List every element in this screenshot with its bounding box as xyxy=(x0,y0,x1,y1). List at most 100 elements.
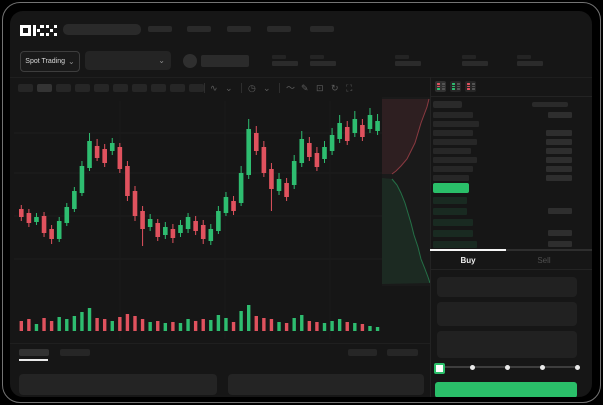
timeframe-button[interactable] xyxy=(18,84,33,92)
orderbook-col-header-amount xyxy=(532,102,568,107)
timeframe-button[interactable] xyxy=(170,84,185,92)
slider-dot[interactable] xyxy=(470,364,476,370)
search-input[interactable] xyxy=(63,24,141,35)
bid-price-placeholder xyxy=(433,241,477,248)
bid-row[interactable] xyxy=(430,241,592,249)
bottom-tab[interactable] xyxy=(60,349,90,356)
nav-item[interactable] xyxy=(227,26,251,32)
ask-row[interactable] xyxy=(430,121,592,128)
order-input[interactable] xyxy=(437,302,577,326)
orderbook-layout-both-icon[interactable] xyxy=(435,81,446,92)
bid-row[interactable] xyxy=(430,197,592,205)
ask-price-placeholder xyxy=(433,175,469,181)
buy-submit-button[interactable] xyxy=(435,382,577,397)
line-tool-icon[interactable]: 〜 xyxy=(286,83,296,93)
bid-row[interactable] xyxy=(430,219,592,227)
order-input[interactable] xyxy=(437,331,577,358)
stat-label-placeholder xyxy=(272,55,286,59)
ask-row[interactable] xyxy=(430,130,592,137)
order-input[interactable] xyxy=(437,277,577,297)
ask-row[interactable] xyxy=(430,175,592,182)
tab-sell-label: Sell xyxy=(537,255,551,265)
chevron-down-icon[interactable]: ⌄ xyxy=(263,83,271,93)
bottom-action[interactable] xyxy=(348,349,377,356)
bottom-tab-underline xyxy=(19,359,48,361)
divider xyxy=(430,77,431,397)
ask-amount-placeholder xyxy=(546,157,572,163)
ask-row[interactable] xyxy=(430,139,592,146)
orderbook-layout-asks-icon[interactable] xyxy=(465,81,476,92)
timeframe-button[interactable] xyxy=(75,84,90,92)
stat-value-placeholder xyxy=(462,61,488,66)
bid-row[interactable] xyxy=(430,230,592,238)
screenshot-icon[interactable]: ⊡ xyxy=(316,83,324,93)
divider xyxy=(241,83,242,93)
slider-dot[interactable] xyxy=(574,364,580,370)
ask-row[interactable] xyxy=(430,112,592,119)
tab-buy[interactable]: Buy xyxy=(430,254,506,266)
timeframe-button[interactable] xyxy=(132,84,147,92)
toggle-bar xyxy=(437,88,440,90)
market-type-label: Spot Trading xyxy=(25,58,65,65)
fullscreen-icon[interactable]: ⛶ xyxy=(346,83,353,93)
replay-icon[interactable]: ↻ xyxy=(331,83,339,93)
bottom-tab-active[interactable] xyxy=(19,349,49,356)
indicator-icon[interactable]: ∿ xyxy=(210,83,218,93)
divider xyxy=(204,83,205,93)
timeframe-button[interactable] xyxy=(189,84,204,92)
timeframe-button[interactable] xyxy=(56,84,71,92)
ask-price-placeholder xyxy=(433,112,473,118)
ask-row[interactable] xyxy=(430,148,592,155)
toggle-bar xyxy=(471,85,475,87)
ask-row[interactable] xyxy=(430,166,592,173)
toggle-bar xyxy=(456,83,460,85)
timeframe-button[interactable] xyxy=(151,84,166,92)
market-type-selector[interactable]: Spot Trading ⌄ xyxy=(20,51,80,72)
tab-sell[interactable]: Sell xyxy=(506,254,582,266)
toggle-bar xyxy=(467,85,470,87)
bottom-action[interactable] xyxy=(387,349,418,356)
last-price-bar[interactable] xyxy=(433,183,469,193)
tab-track xyxy=(430,249,592,251)
toggle-bar xyxy=(452,88,455,90)
toggle-bar xyxy=(467,88,470,90)
chevron-down-icon: ⌄ xyxy=(68,56,75,66)
toggle-bar xyxy=(471,83,475,85)
chevron-down-icon[interactable]: ⌄ xyxy=(225,83,233,93)
app-frame: Spot Trading ⌄ ⌄ ∿ ⌄ ◷ ⌄ 〜 ✎ ⊡ ↻ ⛶ Buy Sell xyxy=(10,11,592,397)
bottom-panel-right xyxy=(228,374,424,395)
ask-price-placeholder xyxy=(433,121,479,127)
price-chart xyxy=(14,97,431,339)
bid-row[interactable] xyxy=(430,208,592,216)
toggle-bar xyxy=(452,85,455,87)
ask-amount-placeholder xyxy=(546,139,572,145)
toggle-bar xyxy=(437,83,440,85)
nav-item[interactable] xyxy=(187,26,211,32)
nav-item[interactable] xyxy=(148,26,172,32)
slider-dot[interactable] xyxy=(539,364,545,370)
timeframe-button[interactable] xyxy=(37,84,52,92)
timeframe-button[interactable] xyxy=(113,84,128,92)
nav-item[interactable] xyxy=(310,26,334,32)
tab-buy-label: Buy xyxy=(460,255,476,265)
stat-value-placeholder xyxy=(310,61,336,66)
toggle-bar xyxy=(437,85,440,87)
orderbook-layout-bids-icon[interactable] xyxy=(450,81,461,92)
chevron-down-icon: ⌄ xyxy=(158,55,165,65)
toggle-bar xyxy=(452,83,455,85)
timeframe-button[interactable] xyxy=(94,84,109,92)
slider-handle[interactable] xyxy=(434,363,445,374)
toggle-bar xyxy=(456,88,460,90)
bid-amount-placeholder xyxy=(548,230,572,236)
draw-tool-icon[interactable]: ✎ xyxy=(301,83,309,93)
bid-amount-placeholder xyxy=(548,241,572,247)
nav-item[interactable] xyxy=(267,26,291,32)
pair-selector[interactable]: ⌄ xyxy=(85,51,171,70)
ask-row[interactable] xyxy=(430,157,592,164)
slider-dot[interactable] xyxy=(505,364,510,370)
stat-label-placeholder xyxy=(517,55,531,59)
ask-amount-placeholder xyxy=(546,166,572,172)
ask-amount-placeholder xyxy=(546,148,572,154)
interval-icon[interactable]: ◷ xyxy=(248,83,256,93)
